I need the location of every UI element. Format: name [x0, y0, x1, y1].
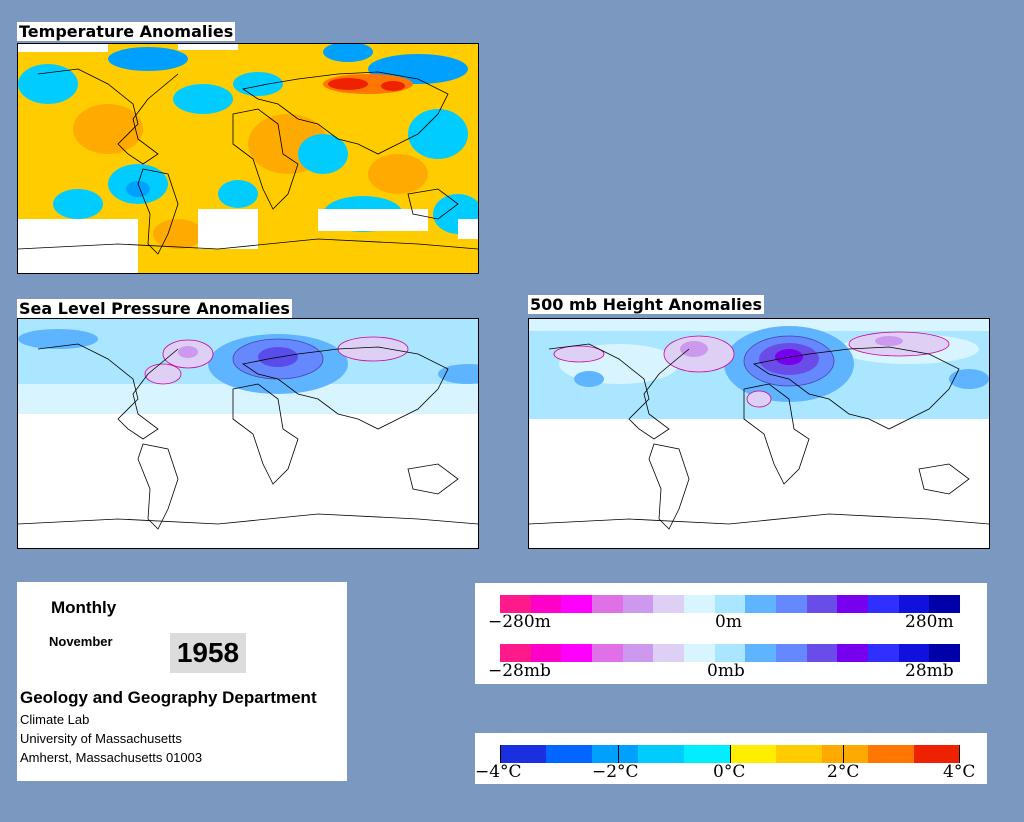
- color-swatch: [929, 595, 961, 613]
- temp-label: 4°C: [943, 762, 976, 782]
- slp-anomaly-map: [17, 318, 479, 549]
- temp-label: 2°C: [827, 762, 860, 782]
- color-swatch: [837, 595, 869, 613]
- color-swatch: [730, 745, 776, 763]
- info-panel: Monthly November 1958 Geology and Geogra…: [17, 582, 347, 781]
- temperature-legend: −4°C −2°C 0°C 2°C 4°C: [475, 733, 987, 784]
- temp-label: −2°C: [592, 762, 639, 782]
- color-swatch: [776, 745, 822, 763]
- scale-tick: [618, 745, 619, 763]
- scale-tick: [959, 745, 960, 763]
- scale-tick: [500, 745, 501, 763]
- color-swatch: [714, 595, 746, 613]
- color-swatch: [837, 644, 869, 662]
- color-swatch: [714, 644, 746, 662]
- height500-map-title: 500 mb Height Anomalies: [528, 295, 765, 314]
- color-swatch: [776, 644, 807, 662]
- month-label: November: [49, 634, 113, 649]
- height-pressure-legend: −280m 0m 280m −28mb 0mb 28mb: [475, 583, 987, 684]
- temp-label: 0°C: [713, 762, 746, 782]
- temperature-color-scale: [500, 745, 960, 763]
- height-mid-label: 0m: [715, 612, 742, 632]
- address-line: Climate Lab: [20, 712, 90, 727]
- color-swatch: [929, 644, 961, 662]
- color-swatch: [898, 595, 930, 613]
- department-label: Geology and Geography Department: [20, 688, 317, 707]
- color-swatch: [592, 745, 638, 763]
- color-swatch: [653, 595, 685, 613]
- color-swatch: [868, 644, 899, 662]
- color-swatch: [500, 745, 546, 763]
- scale-tick: [843, 745, 844, 763]
- pressure-min-label: −28mb: [488, 661, 551, 681]
- color-swatch: [776, 595, 807, 613]
- address-line: Amherst, Massachusetts 01003: [20, 750, 203, 765]
- color-swatch: [592, 644, 623, 662]
- color-swatch: [500, 595, 531, 613]
- color-swatch: [898, 644, 930, 662]
- color-swatch: [914, 745, 960, 763]
- height-min-label: −280m: [488, 612, 551, 632]
- height500-anomaly-map: [528, 318, 990, 549]
- temperature-map-title: Temperature Anomalies: [17, 22, 236, 41]
- color-swatch: [868, 595, 899, 613]
- color-swatch: [561, 644, 593, 662]
- frequency-label: Monthly: [51, 598, 117, 617]
- slp-map-title: Sea Level Pressure Anomalies: [17, 299, 292, 318]
- color-swatch: [622, 595, 654, 613]
- height-max-label: 280m: [905, 612, 954, 632]
- year-label: 1958: [170, 633, 246, 673]
- color-swatch: [500, 644, 531, 662]
- color-swatch: [745, 644, 777, 662]
- height-color-scale: [500, 595, 961, 613]
- color-swatch: [806, 644, 838, 662]
- temperature-anomaly-map: [17, 43, 479, 274]
- pressure-mid-label: 0mb: [707, 661, 745, 681]
- color-swatch: [653, 644, 685, 662]
- color-swatch: [530, 644, 562, 662]
- color-swatch: [868, 745, 914, 763]
- pressure-max-label: 28mb: [905, 661, 954, 681]
- color-swatch: [561, 595, 593, 613]
- scale-tick: [730, 745, 731, 763]
- color-swatch: [592, 595, 623, 613]
- temp-label: −4°C: [475, 762, 522, 782]
- color-swatch: [638, 745, 684, 763]
- color-swatch: [822, 745, 868, 763]
- color-swatch: [806, 595, 838, 613]
- address-line: University of Massachusetts: [20, 731, 182, 746]
- color-swatch: [684, 644, 715, 662]
- color-swatch: [684, 595, 715, 613]
- color-swatch: [546, 745, 592, 763]
- pressure-color-scale: [500, 644, 961, 662]
- color-swatch: [622, 644, 654, 662]
- color-swatch: [530, 595, 562, 613]
- color-swatch: [684, 745, 730, 763]
- color-swatch: [745, 595, 777, 613]
